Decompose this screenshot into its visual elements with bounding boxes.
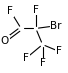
Text: F: F <box>33 5 39 15</box>
Text: F: F <box>24 53 29 63</box>
Text: F: F <box>40 58 45 68</box>
Text: Br: Br <box>50 21 62 31</box>
Text: F: F <box>56 46 62 56</box>
Text: F: F <box>7 6 13 16</box>
Text: O: O <box>1 36 9 46</box>
